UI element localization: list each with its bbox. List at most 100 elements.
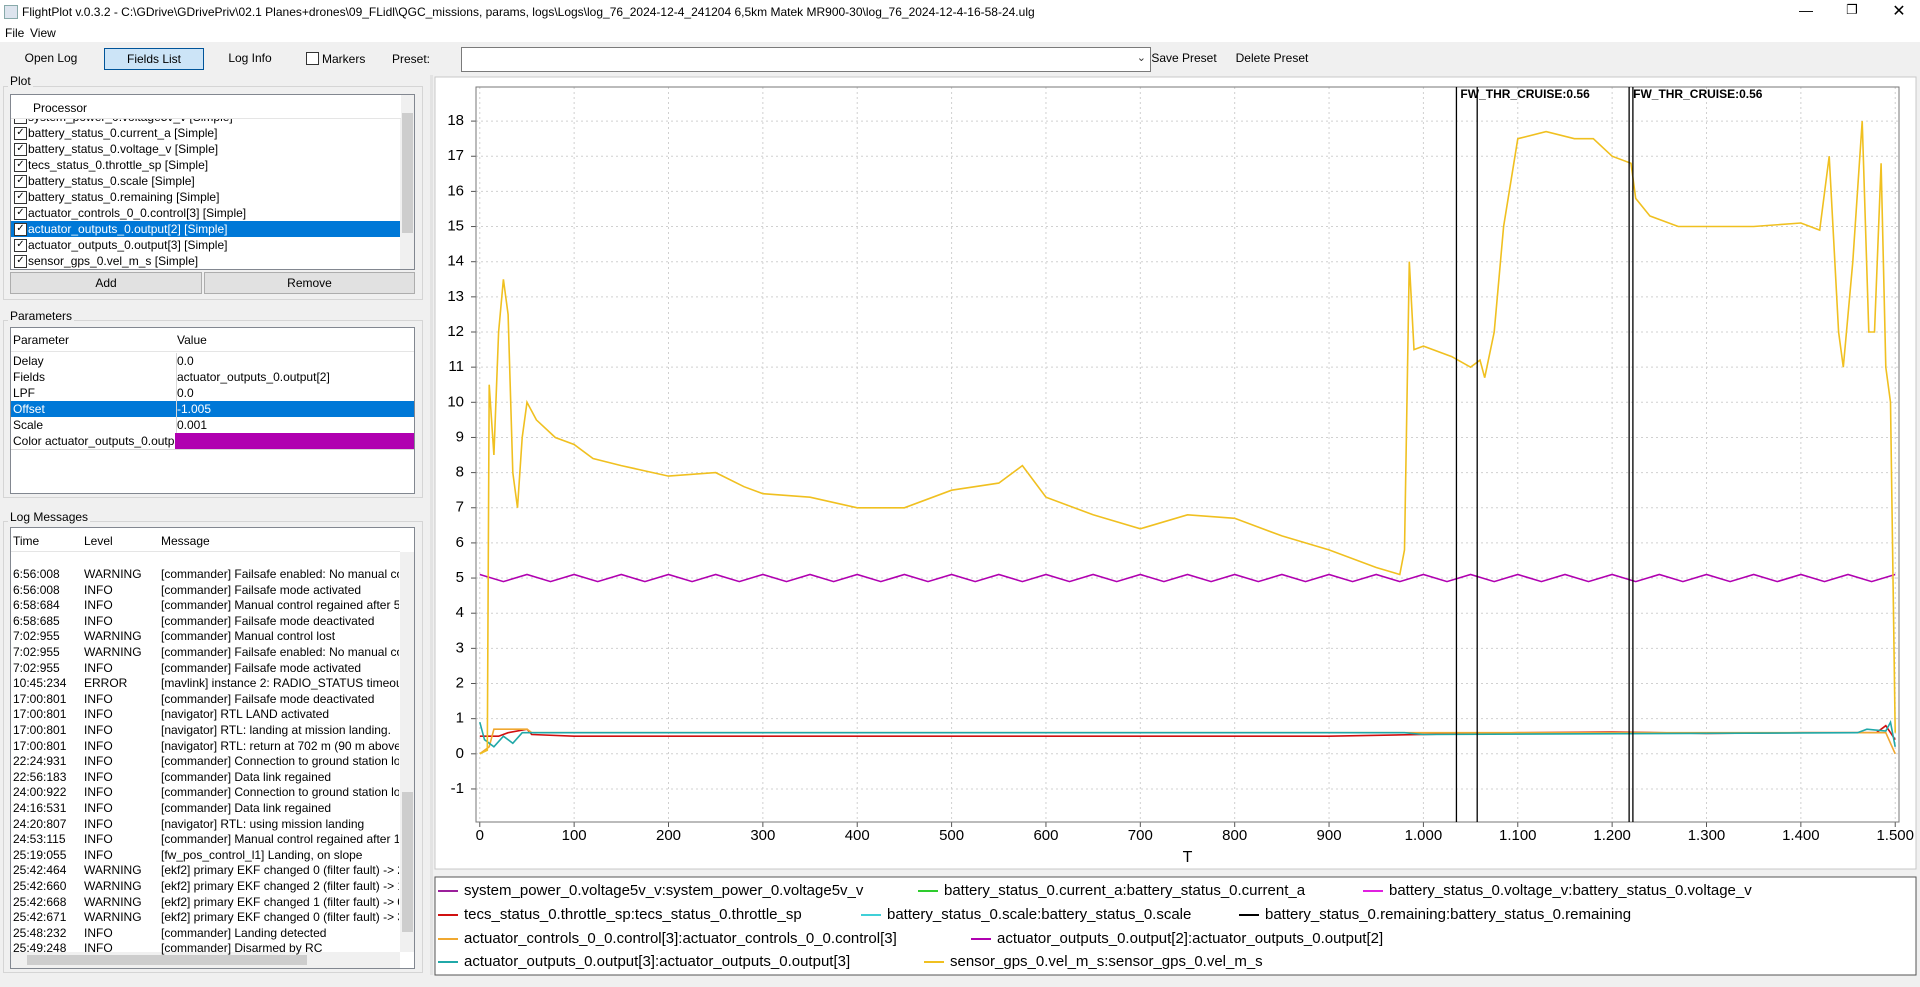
delete-preset-button[interactable]: Delete Preset xyxy=(1235,51,1309,65)
title-bar: FlightPlot v.0.3.2 - C:\GDrive\GDrivePri… xyxy=(0,0,1920,24)
log-row[interactable]: 7:02:955 INFO [commander] Failsafe mode ac… xyxy=(11,660,400,676)
log-cell: WARNING xyxy=(84,879,142,893)
field-name: tecs_status_0.throttle_sp [Simple] xyxy=(28,158,209,172)
remove-button[interactable]: Remove xyxy=(204,272,415,294)
field-checkbox[interactable]: ✓ xyxy=(14,207,27,220)
column-header: Parameter xyxy=(13,333,70,347)
scroll-thumb[interactable] xyxy=(27,955,307,965)
log-row[interactable]: 25:49:248 INFO [commander] Disarmed by RC xyxy=(11,940,400,956)
log-cell: 25:42:464 xyxy=(13,863,67,878)
splitter[interactable] xyxy=(430,75,433,975)
add-button[interactable]: Add xyxy=(10,272,202,294)
log-row[interactable]: 17:00:801 INFO [navigator] RTL: return at … xyxy=(11,738,400,754)
color-swatch xyxy=(175,433,414,449)
preset-combobox[interactable]: ⌄ xyxy=(461,47,1151,72)
log-cell: [fw_pos_control_l1] Landing, on slope xyxy=(161,847,363,862)
log-cell: INFO xyxy=(84,769,113,784)
field-checkbox[interactable]: ✓ xyxy=(14,175,27,188)
menu-item[interactable]: File xyxy=(5,26,25,40)
scroll-thumb[interactable] xyxy=(402,792,413,932)
parameter-row[interactable]: Fields actuator_outputs_0.output[2] xyxy=(11,369,414,386)
log-row[interactable]: 22:56:183 INFO [commander] Data link regai… xyxy=(11,769,400,785)
field-row[interactable]: ✓ actuator_outputs_0.output[2] [Simple] xyxy=(11,221,400,238)
x-tick-label: 800 xyxy=(1222,827,1247,844)
restore-button[interactable]: ❐ xyxy=(1846,2,1858,17)
field-name: actuator_outputs_0.output[3] [Simple] xyxy=(28,238,228,252)
log-cell: [commander] Failsafe enabled: No manual … xyxy=(161,567,399,581)
y-tick-label: 11 xyxy=(448,358,464,375)
log-cell: 7:02:955 xyxy=(13,660,60,675)
log-row[interactable]: 7:02:955 WARNING [commander] Manual contro… xyxy=(11,628,400,644)
parameter-row[interactable]: Scale 0.001 xyxy=(11,417,414,434)
log-row[interactable]: 10:45:234 ERROR [mavlink] instance 2: RADI… xyxy=(11,675,400,691)
field-row[interactable]: ✓ sensor_gps_0.vel_m_s [Simple] xyxy=(11,253,400,269)
log-cell: [commander] Failsafe mode deactivated xyxy=(161,691,375,706)
field-checkbox[interactable]: ✓ xyxy=(14,239,27,252)
log-row[interactable]: 25:48:232 INFO [commander] Landing detecte… xyxy=(11,925,400,941)
field-row[interactable]: ✓ battery_status_0.scale [Simple] xyxy=(11,173,400,190)
log-row[interactable]: 17:00:801 INFO [navigator] RTL: landing at… xyxy=(11,722,400,738)
log-row[interactable]: 24:53:115 INFO [commander] Manual control … xyxy=(11,831,400,847)
log-cell: INFO xyxy=(84,832,113,847)
menu-item[interactable]: View xyxy=(30,26,56,40)
field-row[interactable]: ✓ battery_status_0.voltage_v [Simple] xyxy=(11,141,400,158)
field-checkbox[interactable]: ✓ xyxy=(14,127,27,140)
log-row[interactable]: 6:56:008 WARNING [commander] Failsafe enab… xyxy=(11,566,400,582)
open-log-button[interactable]: Open Log xyxy=(24,51,78,65)
log-row[interactable]: 17:00:801 INFO [commander] Failsafe mode d… xyxy=(11,691,400,707)
save-preset-button[interactable]: Save Preset xyxy=(1151,51,1217,65)
field-name: battery_status_0.current_a [Simple] xyxy=(28,126,218,140)
close-button[interactable]: ✕ xyxy=(1892,3,1906,20)
log-cell: INFO xyxy=(84,691,113,706)
field-row[interactable]: ✓ actuator_outputs_0.output[3] [Simple] xyxy=(11,237,400,254)
field-row[interactable]: ✓ tecs_status_0.throttle_sp [Simple] xyxy=(11,157,400,174)
log-cell: 24:16:531 xyxy=(13,801,67,815)
field-checkbox[interactable]: ✓ xyxy=(14,159,27,172)
field-checkbox[interactable]: ✓ xyxy=(14,191,27,204)
log-row[interactable]: 6:56:008 INFO [commander] Failsafe mode ac… xyxy=(11,582,400,598)
field-checkbox[interactable]: ✓ xyxy=(14,143,27,156)
log-cell: 17:00:801 xyxy=(13,723,67,737)
log-row[interactable]: 24:00:922 INFO [commander] Connection to g… xyxy=(11,784,400,800)
x-tick-label: 1.400 xyxy=(1782,827,1820,844)
log-row[interactable]: 24:20:807 INFO [navigator] RTL: using miss… xyxy=(11,816,400,832)
log-row[interactable]: 25:42:671 WARNING [ekf2] primary EKF chang… xyxy=(11,909,400,925)
field-row[interactable]: ✓ actuator_controls_0_0.control[3] [Simpl… xyxy=(11,205,400,222)
log-cell: WARNING xyxy=(84,629,142,644)
log-row[interactable]: 6:58:685 INFO [commander] Failsafe mode de… xyxy=(11,613,400,629)
log-row[interactable]: 25:42:660 WARNING [ekf2] primary EKF chang… xyxy=(11,878,400,894)
y-tick-label: 10 xyxy=(447,393,464,410)
annotation-label: FW_THR_CRUISE:0.56 xyxy=(1633,87,1763,101)
scroll-thumb[interactable] xyxy=(402,113,413,233)
field-row[interactable]: ✓ battery_status_0.remaining [Simple] xyxy=(11,189,400,206)
column-header: Level xyxy=(84,534,113,548)
group-title: Plot xyxy=(8,74,33,88)
log-row[interactable]: 25:42:464 WARNING [ekf2] primary EKF chang… xyxy=(11,862,400,878)
field-row[interactable]: ✓ battery_status_0.current_a [Simple] xyxy=(11,125,400,142)
log-row[interactable]: 25:42:668 WARNING [ekf2] primary EKF chang… xyxy=(11,894,400,910)
log-row[interactable]: 24:16:531 INFO [commander] Data link regai… xyxy=(11,800,400,816)
parameter-row[interactable]: Offset -1.005 xyxy=(11,401,414,418)
fields-list-button[interactable]: Fields List xyxy=(104,48,204,70)
parameter-row[interactable]: Color actuator_outputs_0.output[2] xyxy=(11,433,414,450)
log-row[interactable]: 22:24:931 INFO [commander] Connection to g… xyxy=(11,753,400,769)
log-row[interactable]: 6:58:684 INFO [commander] Manual control r… xyxy=(11,597,400,613)
log-cell: [commander] Manual control regained afte… xyxy=(161,832,399,847)
log-row[interactable]: 7:02:955 WARNING [commander] Failsafe enab… xyxy=(11,644,400,660)
minimize-button[interactable]: — xyxy=(1799,2,1813,18)
markers-checkbox[interactable] xyxy=(306,52,319,65)
scrollbar[interactable] xyxy=(400,552,414,952)
log-row[interactable]: 25:19:055 INFO [fw_pos_control_l1] Landing… xyxy=(11,847,400,863)
legend-label: actuator_outputs_0.output[3]:actuator_ou… xyxy=(464,953,850,970)
log-info-button[interactable]: Log Info xyxy=(228,51,272,65)
log-row[interactable]: 17:00:801 INFO [navigator] RTL LAND activa… xyxy=(11,706,400,722)
y-tick-label: 18 xyxy=(447,112,464,129)
h-scrollbar[interactable] xyxy=(11,952,400,968)
parameter-row[interactable]: Delay 0.0 xyxy=(11,353,414,370)
parameter-row[interactable]: LPF 0.0 xyxy=(11,385,414,402)
log-cell: [navigator] RTL: using mission landing xyxy=(161,816,365,831)
field-checkbox[interactable]: ✓ xyxy=(14,223,27,236)
log-cell: [commander] Manual control lost xyxy=(161,629,336,644)
scrollbar[interactable] xyxy=(400,95,414,269)
field-checkbox[interactable]: ✓ xyxy=(14,255,27,268)
